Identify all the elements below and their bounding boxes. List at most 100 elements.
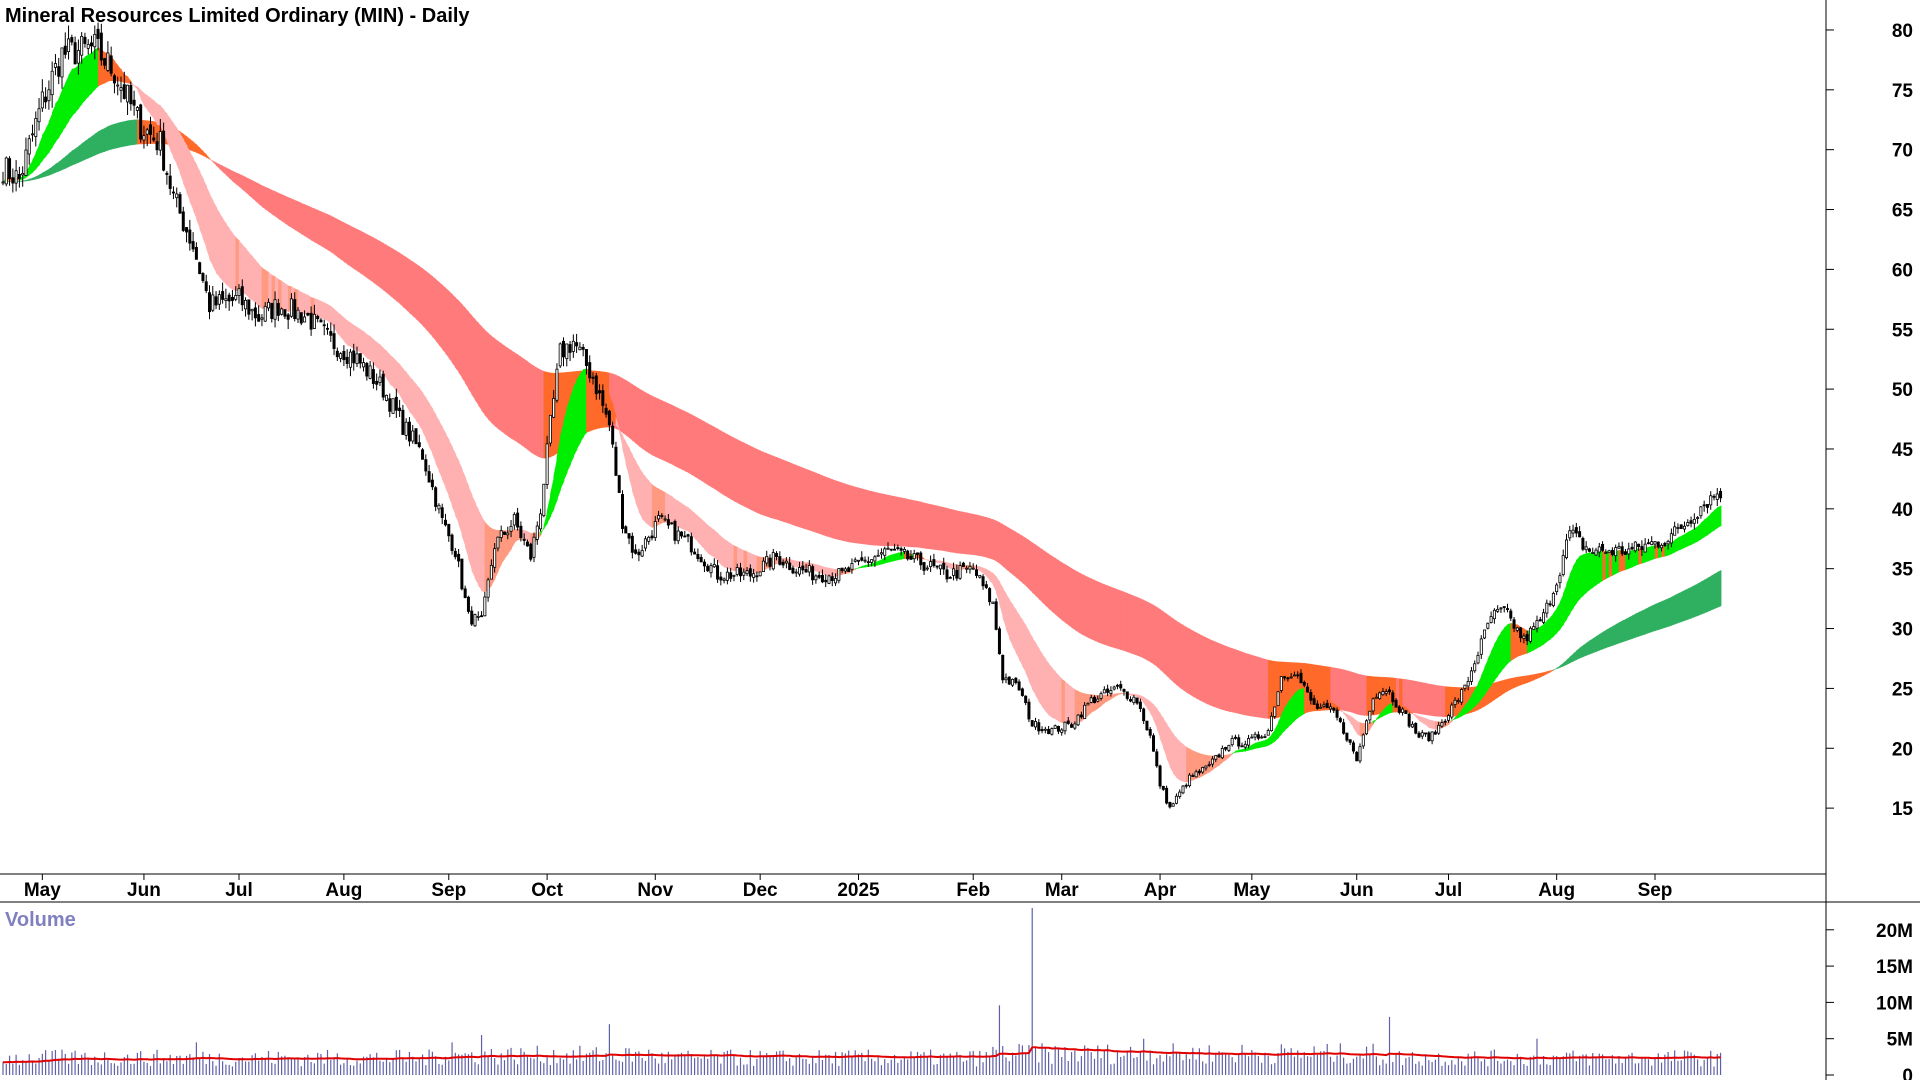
candle-body [1417, 732, 1421, 738]
candle-body [702, 561, 706, 567]
candle-body [1250, 736, 1254, 739]
candle-body [601, 390, 605, 406]
ribbon-segment-long-term [497, 340, 502, 432]
candle-body [1086, 703, 1090, 706]
ribbon-segment-short-term [248, 252, 253, 301]
candle-body [1211, 758, 1215, 765]
candle-body [814, 575, 818, 581]
ribbon-segment-long-term [1556, 665, 1561, 669]
candle-body [1509, 610, 1513, 619]
ribbon-segment-long-term [1094, 580, 1099, 643]
ribbon-segment-long-term [714, 426, 719, 492]
ribbon-segment-short-term [363, 331, 368, 359]
ribbon-segment-short-term [638, 466, 643, 520]
ribbon-segment-short-term [1149, 701, 1155, 721]
candle-body [175, 193, 179, 199]
ribbon-segment-long-term [343, 222, 348, 265]
candle-body [794, 571, 798, 574]
ribbon-segment-long-term [422, 268, 427, 330]
candle-body [1050, 728, 1054, 735]
ribbon-segment-long-term [628, 382, 634, 441]
candle-body [1614, 547, 1618, 557]
candle-body [562, 340, 566, 358]
ribbon-segment-short-term [169, 118, 175, 158]
candle-body [345, 356, 349, 364]
ribbon-segment-short-term [625, 441, 630, 478]
candle-body [1528, 627, 1532, 642]
ribbon-segment-short-term [333, 308, 339, 334]
candle-body [126, 84, 130, 103]
candle-body [270, 302, 274, 319]
candle-body [798, 567, 802, 575]
ribbon-segment-short-term [701, 518, 706, 550]
candle-body [152, 137, 156, 141]
candle-body [584, 349, 588, 366]
ribbon-segment-short-term [209, 193, 214, 267]
ribbon-segment-short-term [1628, 550, 1633, 569]
ribbon-segment-long-term [1710, 573, 1715, 611]
ribbon-segment-long-term [619, 376, 624, 434]
ribbon-segment-short-term [133, 85, 139, 91]
ribbon-segment-long-term [1140, 598, 1145, 659]
candle-body [548, 414, 552, 444]
candle-body [807, 565, 811, 573]
ribbon-segment-long-term [1572, 650, 1578, 662]
ribbon-segment-long-term [507, 347, 512, 439]
candle-body [1115, 684, 1119, 687]
ribbon-segment-short-term [432, 408, 437, 464]
candle-body [1424, 732, 1428, 735]
candle-body [1233, 736, 1237, 739]
ribbon-segment-long-term [402, 255, 407, 311]
ribbon-segment-short-term [32, 152, 37, 173]
candle-body [1388, 689, 1392, 693]
candle-body [1551, 592, 1555, 606]
ribbon-segment-short-term [38, 134, 44, 166]
ribbon-segment-long-term [664, 401, 670, 463]
candle-body [886, 547, 890, 550]
ribbon-segment-long-term [1081, 573, 1086, 637]
candle-body [1096, 698, 1100, 702]
candle-body [214, 296, 218, 306]
ribbon-segment-short-term [1467, 694, 1473, 713]
candle-body [558, 343, 562, 367]
ribbon-segment-long-term [681, 409, 686, 472]
candle-body [1129, 698, 1133, 702]
ribbon-segment-long-term [366, 234, 371, 281]
candle-body [876, 554, 880, 557]
ribbon-segment-long-term [320, 211, 325, 249]
volume-tick-label: 20M [1876, 921, 1913, 942]
ribbon-segment-short-term [1458, 709, 1463, 719]
candle-body [899, 548, 903, 551]
price-tick-label: 55 [1892, 320, 1914, 341]
candle-body [752, 573, 756, 578]
candle-body [1610, 549, 1614, 556]
candle-body [883, 548, 887, 556]
ribbon-segment-long-term [465, 307, 470, 390]
candle-body [637, 551, 641, 556]
ribbon-segment-short-term [1543, 619, 1548, 645]
ribbon-segment-short-term [366, 334, 371, 360]
candle-body [1273, 706, 1277, 717]
candle-body [552, 397, 556, 418]
candle-body [1030, 720, 1034, 727]
candle-body [483, 596, 487, 617]
candle-body [663, 518, 667, 521]
ribbon-segment-short-term [1412, 712, 1417, 718]
ribbon-segment-short-term [402, 368, 407, 407]
candle-body [1188, 774, 1192, 787]
ribbon-segment-short-term [173, 123, 178, 166]
candle-body [1489, 616, 1493, 623]
ribbon-segment-short-term [1556, 601, 1561, 634]
candle-body [1443, 720, 1447, 723]
candle-body [11, 177, 15, 184]
ribbon-segment-long-term [340, 220, 345, 263]
candle-body [309, 312, 313, 330]
candle-body [961, 562, 965, 567]
ribbon-segment-short-term [1025, 624, 1030, 682]
ribbon-segment-long-term [471, 315, 476, 401]
candle-body [1627, 548, 1631, 555]
price-tick-label: 50 [1892, 380, 1913, 401]
ribbon-segment-long-term [1009, 528, 1014, 575]
ribbon-segment-short-term [455, 453, 460, 524]
candle-body [1214, 754, 1218, 760]
